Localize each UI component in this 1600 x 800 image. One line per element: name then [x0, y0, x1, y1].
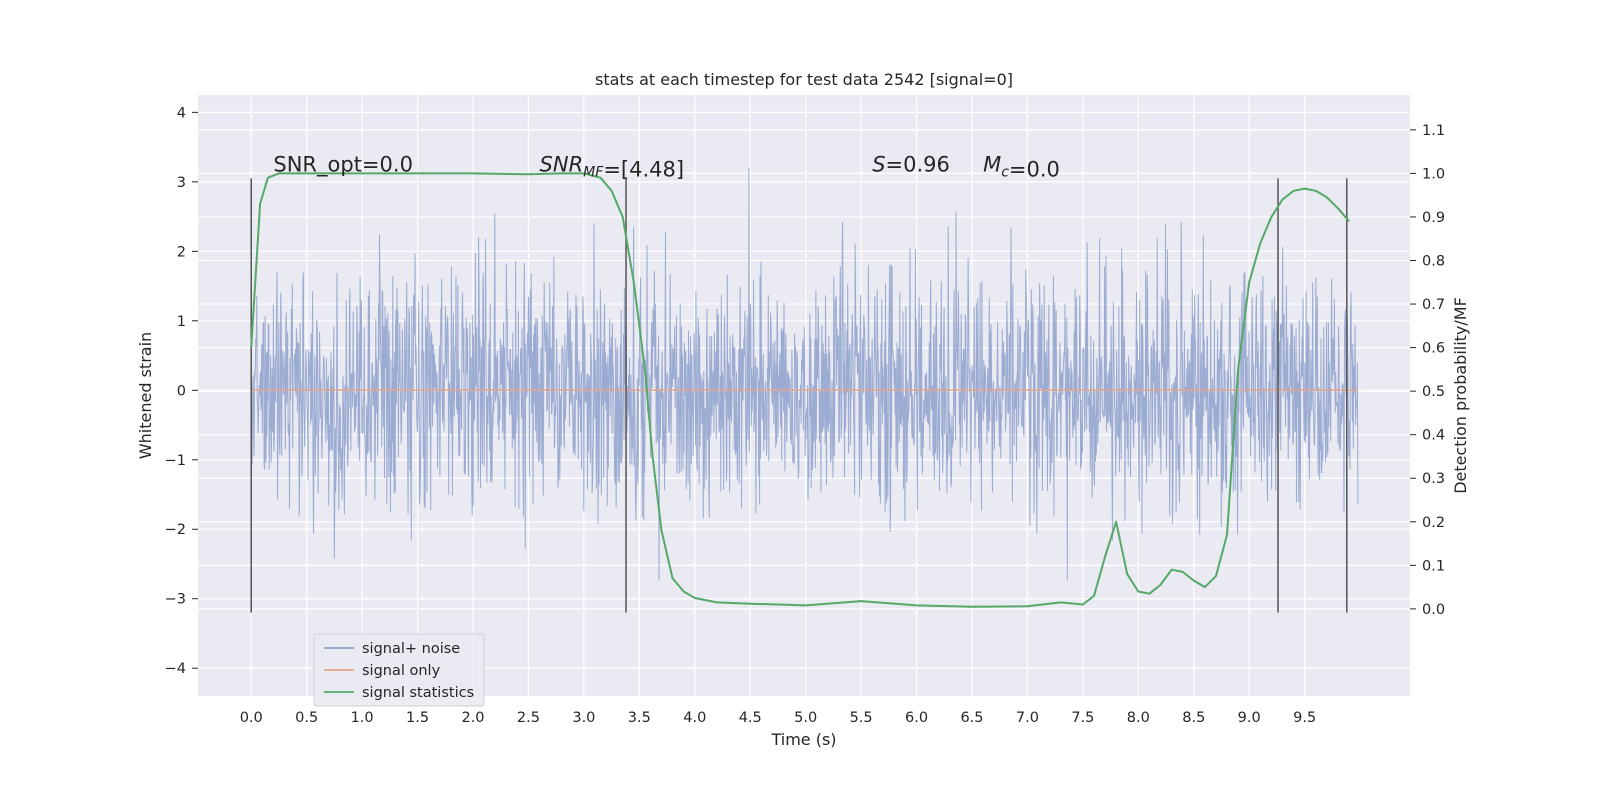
- right-y-axis-ticks: 1.1 1.0 0.9 0.8 0.7 0.6 0.5 0.4 0.3 0.2 0.1 0.0: [1410, 123, 1445, 618]
- x-tick-label: 5.0: [794, 710, 817, 726]
- annotation-text: Mc=0.0: [983, 152, 1060, 181]
- x-tick-label: 6.5: [960, 710, 983, 726]
- y2-tick-label: 0.6: [1422, 341, 1445, 357]
- legend-label: signal+ noise: [362, 641, 460, 657]
- x-axis-ticks: 0.0 0.5 1.0 1.5 2.0 2.5 3.0 3.5 4.0 4.5 5.0 5.5 6.0 6…: [240, 710, 1316, 726]
- x-tick-label: 2.0: [461, 710, 484, 726]
- y-tick-label: 0: [177, 383, 186, 399]
- y2-tick-label: 1.1: [1422, 123, 1445, 139]
- x-tick-label: 0.0: [240, 710, 263, 726]
- y2-tick-label: 0.3: [1422, 471, 1445, 487]
- x-tick-label: 8.0: [1127, 710, 1150, 726]
- signal-statistics-line: [250, 172, 1350, 608]
- x-tick-label: 4.0: [683, 710, 706, 726]
- y2-tick-label: 0.0: [1422, 602, 1445, 618]
- y2-tick-label: 1.0: [1422, 166, 1445, 182]
- x-tick-label: 3.0: [572, 710, 595, 726]
- y-tick-label: −3: [165, 592, 186, 608]
- x-tick-label: 0.5: [295, 710, 318, 726]
- y-tick-label: 1: [177, 314, 186, 330]
- y2-tick-label: 0.9: [1422, 210, 1445, 226]
- noise-series-layer: [250, 167, 1359, 581]
- x-tick-label: 1.5: [406, 710, 429, 726]
- legend-label: signal statistics: [362, 685, 474, 701]
- x-tick-label: 5.5: [850, 710, 873, 726]
- y2-tick-label: 0.4: [1422, 428, 1445, 444]
- x-tick-label: 7.5: [1071, 710, 1094, 726]
- x-tick-label: 8.5: [1182, 710, 1205, 726]
- y2-axis-label: Detection probability/MF: [1451, 297, 1470, 494]
- annotation-text: SNR_opt=0.0: [273, 152, 413, 177]
- x-tick-label: 9.5: [1293, 710, 1316, 726]
- y2-tick-label: 0.5: [1422, 384, 1445, 400]
- x-tick-label: 9.0: [1238, 710, 1261, 726]
- y2-tick-label: 0.2: [1422, 515, 1445, 531]
- x-tick-label: 3.5: [628, 710, 651, 726]
- y-tick-label: 2: [177, 244, 186, 260]
- legend: signal+ noise signal only signal statistic…: [313, 633, 485, 707]
- x-tick-label: 2.5: [517, 710, 540, 726]
- x-axis-label: Time (s): [770, 730, 836, 749]
- x-tick-label: 4.5: [739, 710, 762, 726]
- vertical-marker-layer: [250, 178, 1348, 613]
- x-tick-label: 1.0: [351, 710, 374, 726]
- legend-label: signal only: [362, 663, 441, 679]
- signal-statistics-layer: [250, 172, 1350, 608]
- y-axis-label: Whitened strain: [136, 332, 155, 459]
- y-tick-label: −4: [165, 661, 186, 677]
- y-tick-label: 3: [177, 175, 186, 191]
- left-y-axis-ticks: 4 3 2 1 0 −1 −2 −3 −4: [165, 105, 198, 677]
- y-tick-label: −1: [165, 453, 186, 469]
- annotation-text: SNRMF=[4.48]: [540, 152, 685, 181]
- x-tick-label: 7.0: [1016, 710, 1039, 726]
- y-tick-label: 4: [177, 105, 186, 121]
- x-tick-label: 6.0: [905, 710, 928, 726]
- noise-series-line: [250, 167, 1359, 581]
- annotation-layer: SNR_opt=0.0 SNRMF=[4.48] S=0.96 Mc=0.0: [273, 152, 1060, 181]
- y2-tick-label: 0.7: [1422, 297, 1445, 313]
- y2-tick-label: 0.8: [1422, 253, 1445, 269]
- y-tick-label: −2: [165, 522, 186, 538]
- chart-title: stats at each timestep for test data 254…: [595, 70, 1013, 89]
- legend-box: [313, 633, 485, 707]
- annotation-text: S=0.96: [872, 152, 950, 176]
- y2-tick-label: 0.1: [1422, 558, 1445, 574]
